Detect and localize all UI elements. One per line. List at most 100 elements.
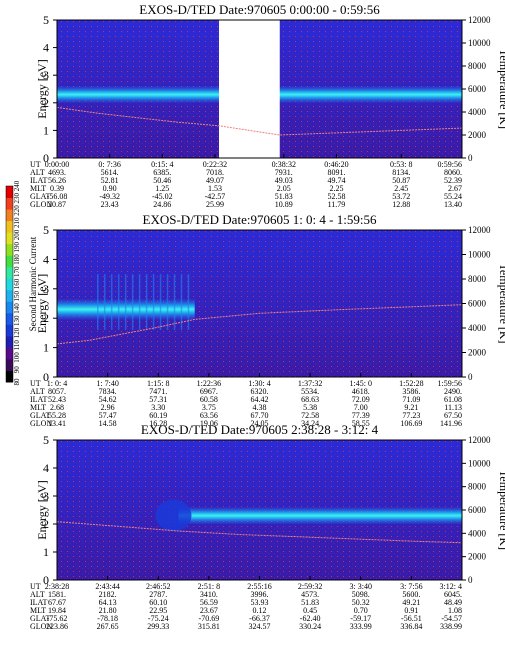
band-streak <box>124 274 127 330</box>
table-cell: 8057. <box>48 387 66 396</box>
ytick-right-label: 4000 <box>468 107 487 117</box>
table-cell: 7018. <box>206 168 224 177</box>
table-cell: 1:15: 8 <box>147 379 169 388</box>
table-cell: -45.02 <box>152 192 173 201</box>
table-cell: 72.58 <box>301 411 319 420</box>
temperature-line <box>56 521 463 544</box>
table-cell: -42.57 <box>205 192 226 201</box>
table-cell: 4.38 <box>253 403 267 412</box>
table-cell: 3: 3:40 <box>350 582 372 591</box>
table-cell: 56.59 <box>200 598 218 607</box>
colorbar-tick-label: 180 <box>13 254 21 265</box>
table-cell: 2.68 <box>50 403 64 412</box>
table-cell: 23.67 <box>200 606 218 615</box>
colorbar-tick-label: 100 <box>13 352 21 363</box>
ytick-label: 3 <box>43 68 49 82</box>
ytick-right-label: 0 <box>468 372 473 382</box>
table-cell: 0.90 <box>103 184 117 193</box>
table-cell: -56.08 <box>47 192 68 201</box>
colorbar-segment <box>6 312 13 325</box>
ytick-right-label: 0 <box>468 153 473 163</box>
band-streak <box>110 274 113 330</box>
table-cell: 7471. <box>149 387 167 396</box>
table-cell: 267.65 <box>97 622 119 631</box>
table-cell: 63.56 <box>200 411 218 420</box>
ytick-right-label: 6000 <box>468 299 487 309</box>
ytick-label: 3 <box>43 489 49 503</box>
colorbar-segment <box>6 289 13 302</box>
panel-title: EXOS-D/TED Date:970605 2:38:28 - 3:12: 4 <box>141 422 379 437</box>
ytick-right-label: 6000 <box>468 505 487 515</box>
table-cell: 1:59:56 <box>438 379 462 388</box>
colorbar-tick-label: 80 <box>13 378 21 386</box>
table-cell: 3996. <box>251 590 269 599</box>
colorbar-segment <box>6 358 13 371</box>
table-cell: 3: 7:56 <box>400 582 422 591</box>
table-cell: 61.08 <box>444 395 462 404</box>
table-cell: 49.07 <box>206 176 224 185</box>
table-cell: 10.89 <box>275 200 293 209</box>
table-row-name: GLON <box>30 419 52 428</box>
table-cell: 51.83 <box>301 598 319 607</box>
table-cell: 52.81 <box>101 176 119 185</box>
ylabel-right: Temperature [K] <box>497 263 505 343</box>
table-cell: 48.49 <box>444 598 462 607</box>
table-cell: 72.09 <box>352 395 370 404</box>
ytick-label: 3 <box>43 282 49 296</box>
table-cell: 1:37:32 <box>298 379 322 388</box>
colorbar-tick-label: 190 <box>13 242 21 253</box>
table-cell: 77.23 <box>402 411 420 420</box>
table-cell: 0:15: 4 <box>151 160 173 169</box>
band-streak <box>131 274 134 330</box>
table-cell: 55.24 <box>444 192 462 201</box>
ytick-right-label: 2000 <box>468 348 487 358</box>
ytick-right-label: 10000 <box>468 458 491 468</box>
colorbar-frame <box>5 185 14 383</box>
table-cell: -59.17 <box>350 614 371 623</box>
colorbar-tick-label: 90 <box>13 366 21 374</box>
table-cell: 2:59:32 <box>298 582 322 591</box>
table-cell: 3586. <box>402 387 420 396</box>
ytick-label: 1 <box>43 123 49 137</box>
table-cell: 53.72 <box>392 192 410 201</box>
table-row-name: GLON <box>30 622 52 631</box>
table-cell: 60.19 <box>149 411 167 420</box>
colorbar-segment <box>6 255 13 268</box>
table-cell: 54.62 <box>99 395 117 404</box>
table-row-name: UT <box>30 379 41 388</box>
table-cell: 49.74 <box>327 176 345 185</box>
table-cell: 5600. <box>402 590 420 599</box>
table-cell: 324.57 <box>249 622 271 631</box>
table-cell: 11.79 <box>328 200 346 209</box>
table-cell: 0:53: 8 <box>390 160 412 169</box>
ytick-label: 5 <box>43 433 49 447</box>
table-cell: 2787. <box>149 590 167 599</box>
table-row-name: ILAT <box>30 395 47 404</box>
band-streak <box>187 274 190 330</box>
table-cell: 68.63 <box>301 395 319 404</box>
table-cell: 2:43:44 <box>95 582 119 591</box>
table-cell: 60.58 <box>200 395 218 404</box>
ytick-right-label: 2000 <box>468 552 487 562</box>
ytick-right-label: 10000 <box>468 38 491 48</box>
ytick-label: 5 <box>43 223 49 237</box>
table-cell: 3410. <box>200 590 218 599</box>
colorbar-tick-label: 120 <box>13 327 21 338</box>
table-row-name: MLT <box>30 606 46 615</box>
table-row-name: MLT <box>30 184 46 193</box>
table-cell: 2:51: 8 <box>198 582 220 591</box>
table-cell: 2.45 <box>394 184 408 193</box>
table-cell: 338.99 <box>440 622 462 631</box>
table-cell: 0:59:56 <box>438 160 462 169</box>
ytick-right-label: 4000 <box>468 528 487 538</box>
table-cell: 56.26 <box>48 176 66 185</box>
ytick-label: 2 <box>43 311 49 325</box>
table-cell: 52.43 <box>48 395 66 404</box>
table-cell: 7.00 <box>354 403 368 412</box>
table-cell: 0:46:20 <box>324 160 348 169</box>
colorbar-tick-label: 200 <box>13 229 21 240</box>
table-cell: -62.40 <box>300 614 321 623</box>
table-cell: 4618. <box>352 387 370 396</box>
table-cell: 60.10 <box>149 598 167 607</box>
